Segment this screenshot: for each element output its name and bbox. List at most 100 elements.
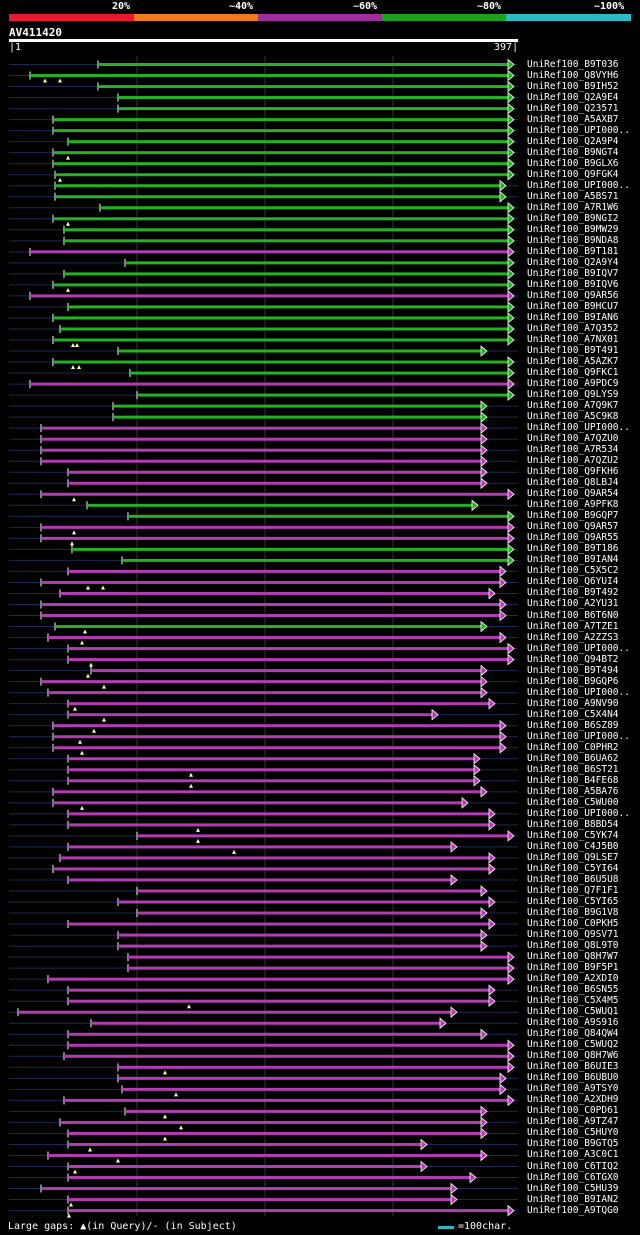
hit-label[interactable]: UniRef100_B9GLX6 — [527, 157, 619, 169]
hit-bar[interactable] — [53, 746, 501, 750]
hit-label[interactable]: UniRef100_A5AXB7 — [527, 113, 619, 125]
hit-label[interactable]: UniRef100_A5AZK7 — [527, 356, 619, 368]
hit-bar[interactable] — [48, 691, 482, 695]
hit-label[interactable]: UniRef100_A2ZZS3 — [527, 631, 619, 643]
hit-bar[interactable] — [118, 933, 482, 937]
hit-label[interactable]: UniRef100_C5X4M5 — [527, 995, 619, 1007]
hit-bar[interactable] — [68, 481, 482, 485]
hit-label[interactable]: UniRef100_UPI000.. — [527, 730, 630, 742]
hit-bar[interactable] — [113, 404, 482, 408]
hit-label[interactable]: UniRef100_UPI000.. — [527, 422, 630, 434]
hit-label[interactable]: UniRef100_B6UA62 — [527, 752, 619, 764]
hit-label[interactable]: UniRef100_A2XDI0 — [527, 973, 619, 985]
hit-label[interactable]: UniRef100_B9GQP7 — [527, 510, 619, 522]
hit-bar[interactable] — [68, 922, 490, 926]
hit-bar[interactable] — [64, 239, 509, 243]
hit-bar[interactable] — [68, 140, 509, 144]
hit-bar[interactable] — [122, 558, 509, 562]
hit-label[interactable]: UniRef100_Q8H7W7 — [527, 951, 619, 963]
hit-label[interactable]: UniRef100_C5YI64 — [527, 862, 619, 874]
hit-label[interactable]: UniRef100_B6UIE3 — [527, 1061, 619, 1073]
hit-bar[interactable] — [64, 1054, 509, 1058]
hit-bar[interactable] — [68, 779, 475, 783]
hit-bar[interactable] — [68, 702, 490, 706]
hit-label[interactable]: UniRef100_Q9FKH6 — [527, 466, 619, 478]
hit-bar[interactable] — [91, 1021, 441, 1025]
hit-bar[interactable] — [53, 801, 463, 805]
hit-label[interactable]: UniRef100_C5X5C2 — [527, 565, 619, 577]
hit-label[interactable]: UniRef100_A9TSY0 — [527, 1083, 619, 1095]
hit-bar[interactable] — [118, 944, 482, 948]
hit-bar[interactable] — [53, 283, 509, 287]
hit-label[interactable]: UniRef100_B9T181 — [527, 245, 619, 257]
hit-bar[interactable] — [41, 1187, 452, 1191]
hit-label[interactable]: UniRef100_B9T186 — [527, 543, 619, 555]
hit-bar[interactable] — [18, 1010, 452, 1014]
hit-label[interactable]: UniRef100_C5WU00 — [527, 796, 619, 808]
hit-bar[interactable] — [53, 316, 509, 320]
hit-bar[interactable] — [68, 658, 509, 662]
hit-label[interactable]: UniRef100_A5BA76 — [527, 785, 619, 797]
hit-bar[interactable] — [68, 1198, 452, 1202]
hit-bar[interactable] — [68, 878, 452, 882]
hit-bar[interactable] — [53, 118, 509, 122]
hit-label[interactable]: UniRef100_B9GTQ5 — [527, 1138, 619, 1150]
hit-bar[interactable] — [30, 74, 509, 78]
hit-bar[interactable] — [118, 349, 482, 353]
hit-label[interactable]: UniRef100_Q9AR55 — [527, 532, 619, 544]
hit-label[interactable]: UniRef100_C0PHR2 — [527, 741, 619, 753]
hit-bar[interactable] — [41, 448, 482, 452]
hit-bar[interactable] — [41, 680, 482, 684]
hit-bar[interactable] — [53, 217, 509, 221]
hit-bar[interactable] — [91, 669, 482, 673]
hit-bar[interactable] — [130, 371, 509, 375]
hit-label[interactable]: UniRef100_B9IAN2 — [527, 1193, 619, 1205]
hit-bar[interactable] — [41, 580, 501, 584]
hit-label[interactable]: UniRef100_Q9AR54 — [527, 488, 619, 500]
hit-label[interactable]: UniRef100_Q9AR57 — [527, 521, 619, 533]
hit-bar[interactable] — [68, 1131, 482, 1135]
hit-bar[interactable] — [118, 1076, 501, 1080]
hit-bar[interactable] — [41, 536, 509, 540]
hit-bar[interactable] — [41, 525, 509, 529]
hit-bar[interactable] — [53, 129, 509, 133]
hit-bar[interactable] — [55, 625, 482, 629]
hit-label[interactable]: UniRef100_Q84QW4 — [527, 1028, 619, 1040]
hit-label[interactable]: UniRef100_B6T6N0 — [527, 609, 619, 621]
hit-bar[interactable] — [41, 614, 501, 617]
hit-label[interactable]: UniRef100_A7R1W6 — [527, 201, 619, 213]
hit-label[interactable]: UniRef100_B9IAN4 — [527, 554, 619, 566]
hit-label[interactable]: UniRef100_A9S916 — [527, 1017, 619, 1029]
hit-bar[interactable] — [68, 845, 452, 849]
hit-label[interactable]: UniRef100_Q9AR56 — [527, 289, 619, 301]
hit-bar[interactable] — [68, 1142, 422, 1146]
hit-label[interactable]: UniRef100_A7QZU2 — [527, 455, 619, 467]
hit-label[interactable]: UniRef100_C6TIQ2 — [527, 1160, 619, 1172]
hit-label[interactable]: UniRef100_A7Q9K7 — [527, 400, 619, 412]
hit-bar[interactable] — [53, 151, 509, 155]
hit-bar[interactable] — [98, 63, 509, 66]
hit-bar[interactable] — [53, 735, 501, 739]
hit-bar[interactable] — [72, 547, 509, 551]
hit-bar[interactable] — [53, 162, 509, 166]
hit-label[interactable]: UniRef100_C5YI65 — [527, 896, 619, 908]
hit-label[interactable]: UniRef100_C5X4N4 — [527, 708, 619, 720]
hit-label[interactable]: UniRef100_B9NGI2 — [527, 212, 619, 224]
hit-bar[interactable] — [118, 1065, 509, 1069]
hit-label[interactable]: UniRef100_B8BD54 — [527, 818, 619, 830]
hit-label[interactable]: UniRef100_Q8VYH6 — [527, 69, 619, 81]
hit-bar[interactable] — [125, 1109, 482, 1113]
hit-label[interactable]: UniRef100_Q8L9T0 — [527, 940, 619, 952]
hit-bar[interactable] — [137, 834, 509, 838]
hit-label[interactable]: UniRef100_Q23571 — [527, 102, 619, 114]
hit-label[interactable]: UniRef100_Q2A9E4 — [527, 91, 619, 103]
hit-bar[interactable] — [64, 1098, 509, 1102]
hit-bar[interactable] — [30, 382, 509, 386]
hit-bar[interactable] — [55, 195, 501, 199]
hit-bar[interactable] — [68, 768, 475, 772]
hit-label[interactable]: UniRef100_B6U5U8 — [527, 873, 619, 885]
hit-bar[interactable] — [60, 856, 490, 860]
hit-bar[interactable] — [48, 636, 501, 640]
hit-bar[interactable] — [87, 503, 473, 507]
hit-label[interactable]: UniRef100_B9MW29 — [527, 223, 619, 235]
